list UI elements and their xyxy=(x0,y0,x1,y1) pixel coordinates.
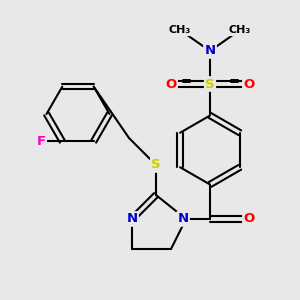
Text: O: O xyxy=(165,77,177,91)
Text: N: N xyxy=(204,44,216,58)
Text: CH₃: CH₃ xyxy=(229,25,251,35)
Text: S: S xyxy=(151,158,161,172)
Text: N: N xyxy=(126,212,138,226)
Text: N: N xyxy=(177,212,189,226)
Text: =: = xyxy=(181,75,191,88)
Text: O: O xyxy=(243,77,255,91)
Text: S: S xyxy=(205,77,215,91)
Text: CH₃: CH₃ xyxy=(169,25,191,35)
Text: =: = xyxy=(229,75,239,88)
Text: O: O xyxy=(243,212,255,226)
Text: F: F xyxy=(37,135,46,148)
